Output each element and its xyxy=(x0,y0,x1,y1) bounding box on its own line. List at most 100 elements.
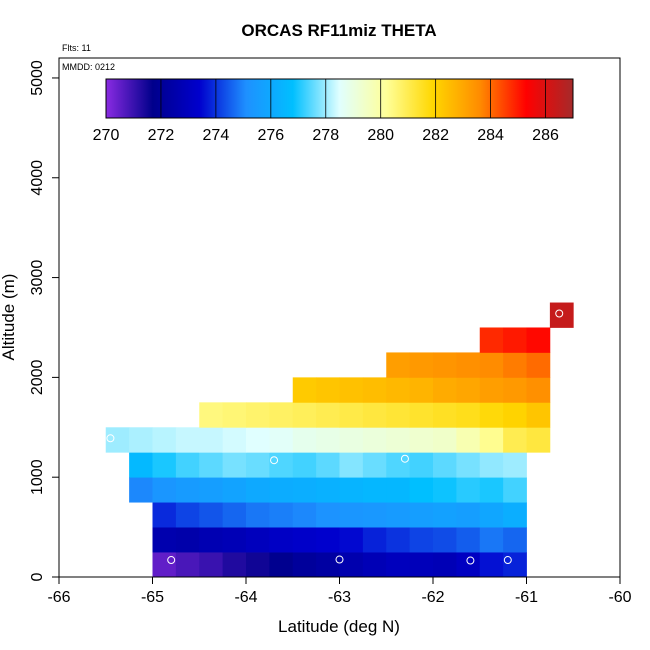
heatmap-cell xyxy=(246,527,270,553)
heatmap-cell xyxy=(362,452,387,478)
heatmap-cell xyxy=(456,377,481,403)
date-annotation: MMDD: 0212 xyxy=(62,62,115,72)
heatmap-cell xyxy=(479,377,504,403)
heatmap-cell xyxy=(199,452,224,478)
heatmap-cell xyxy=(479,477,504,503)
heatmap-cell xyxy=(222,527,247,553)
flight-point xyxy=(555,309,564,318)
heatmap-cell xyxy=(409,352,434,378)
heatmap-cell xyxy=(175,502,200,528)
colorbar: 270 272 274 276 278 280 282 284 286 xyxy=(93,78,574,144)
heatmap-cell xyxy=(269,402,294,428)
heatmap-cell xyxy=(479,352,504,378)
heatmap-cell xyxy=(316,477,340,503)
heatmap-cell xyxy=(456,452,481,478)
heatmap-cell xyxy=(503,352,527,378)
heatmap-cell xyxy=(129,452,153,478)
heatmap-cell xyxy=(362,477,387,503)
heatmap-cell xyxy=(386,377,411,403)
heatmap-cell xyxy=(339,552,364,578)
colorbar-ticks: 270 272 274 276 278 280 282 284 286 xyxy=(93,79,559,144)
heatmap-cell xyxy=(433,427,457,453)
heatmap-cell xyxy=(409,452,434,478)
y-axis-label: Altitude (m) xyxy=(0,274,18,361)
heatmap-cell xyxy=(409,427,434,453)
heatmap-cell xyxy=(479,502,504,528)
heatmap-cell xyxy=(386,402,411,428)
colorbar-tick-label: 286 xyxy=(532,127,559,144)
heatmap-cell xyxy=(175,527,200,553)
heatmap-cell xyxy=(456,502,481,528)
heatmap-cell xyxy=(339,452,364,478)
heatmap-cell xyxy=(316,452,340,478)
heatmap-cell xyxy=(292,552,317,578)
heatmap-cell xyxy=(433,477,457,503)
flight-point xyxy=(270,456,279,465)
heatmap-cell xyxy=(339,527,364,553)
heatmap-cell xyxy=(433,352,457,378)
heatmap-cell xyxy=(479,527,504,553)
heatmap-cells xyxy=(105,302,574,578)
heatmap-cell xyxy=(362,552,387,578)
heatmap-cell xyxy=(152,452,177,478)
flight-point xyxy=(503,556,512,565)
heatmap-cell xyxy=(292,377,317,403)
y-tick-label: 5000 xyxy=(29,60,46,96)
heatmap-cell xyxy=(152,427,177,453)
heatmap-cell xyxy=(503,527,527,553)
heatmap-cell xyxy=(269,502,294,528)
heatmap-cell xyxy=(456,402,481,428)
heatmap-cell xyxy=(409,477,434,503)
colorbar-gradient xyxy=(105,78,574,119)
heatmap-cell xyxy=(433,552,457,578)
heatmap-cell xyxy=(175,427,200,453)
heatmap-cell xyxy=(339,427,364,453)
heatmap-cell xyxy=(526,402,551,428)
heatmap-cell xyxy=(339,477,364,503)
flight-point xyxy=(106,434,115,443)
heatmap-cell xyxy=(479,327,504,353)
x-axis: -66 -65 -64 -63 -62 -61 -60 xyxy=(47,577,632,606)
y-tick-label: 4000 xyxy=(29,160,46,196)
heatmap-cell xyxy=(433,402,457,428)
heatmap-cell xyxy=(246,502,270,528)
heatmap-cell xyxy=(503,327,527,353)
heatmap-cell xyxy=(316,502,340,528)
heatmap-cell xyxy=(456,552,481,578)
heatmap-cell xyxy=(409,502,434,528)
heatmap-cell xyxy=(316,377,340,403)
heatmap-cell xyxy=(269,427,294,453)
heatmap-cell xyxy=(199,502,224,528)
x-tick-label: -65 xyxy=(141,589,164,606)
heatmap-cell xyxy=(362,527,387,553)
chart-title: ORCAS RF11miz THETA xyxy=(241,21,436,40)
heatmap-cell xyxy=(386,427,411,453)
heatmap-cell xyxy=(175,452,200,478)
colorbar-tick-label: 278 xyxy=(312,127,339,144)
heatmap-cell xyxy=(479,427,504,453)
heatmap-cell xyxy=(129,477,153,503)
x-axis-label: Latitude (deg N) xyxy=(278,617,400,636)
heatmap-cell xyxy=(386,502,411,528)
heatmap-cell xyxy=(433,527,457,553)
heatmap-cell xyxy=(503,452,527,478)
heatmap-cell xyxy=(292,402,317,428)
heatmap-cell xyxy=(199,477,224,503)
heatmap-cell xyxy=(456,477,481,503)
heatmap-cell xyxy=(269,452,294,478)
heatmap-cell xyxy=(292,502,317,528)
heatmap-cell xyxy=(129,427,153,453)
heatmap-cell xyxy=(409,402,434,428)
heatmap-cell xyxy=(433,377,457,403)
heatmap-cell xyxy=(479,552,504,578)
heatmap-cell xyxy=(433,502,457,528)
heatmap-cell xyxy=(246,427,270,453)
heatmap-cell xyxy=(433,452,457,478)
heatmap-cell xyxy=(199,552,224,578)
heatmap-cell xyxy=(292,527,317,553)
heatmap-cell xyxy=(152,527,177,553)
heatmap-cell xyxy=(199,427,224,453)
x-tick-label: -61 xyxy=(515,589,538,606)
heatmap-cell xyxy=(386,477,411,503)
heatmap-cell xyxy=(503,402,527,428)
